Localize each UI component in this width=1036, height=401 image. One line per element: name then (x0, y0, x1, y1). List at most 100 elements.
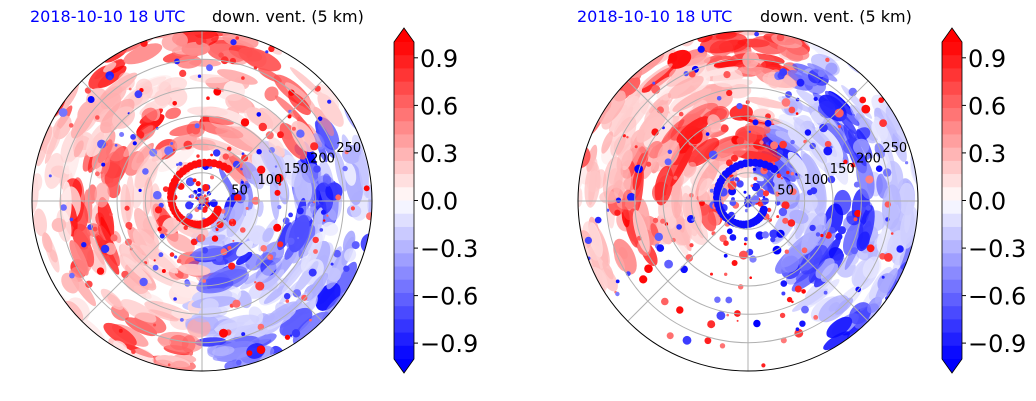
field-cell (195, 337, 227, 347)
field-cell (779, 140, 787, 149)
field-cell (762, 71, 796, 91)
field-cell (800, 244, 828, 275)
field-cell (615, 197, 622, 203)
field-cell (795, 327, 800, 332)
field-cell (787, 219, 796, 227)
field-cell (750, 173, 765, 182)
field-cell (752, 119, 759, 126)
field-cell (698, 177, 708, 191)
field-cell (167, 363, 171, 367)
field-cell (726, 89, 733, 97)
field-cell (128, 87, 132, 91)
colorbar-extend-max (394, 28, 414, 42)
field-cell (240, 118, 250, 127)
field-cell (739, 250, 748, 260)
colorbar-level (394, 200, 414, 215)
field-cell (190, 194, 195, 198)
field-cell (833, 189, 852, 216)
field-cell (793, 116, 816, 135)
field-cell (319, 228, 324, 232)
field-cell (752, 167, 757, 171)
field-cell (194, 123, 200, 129)
field-cell (601, 117, 612, 130)
field-cell (820, 263, 839, 282)
field-cell (219, 328, 228, 338)
field-cell (795, 112, 799, 115)
field-cell (285, 299, 290, 303)
field-cell (257, 165, 266, 174)
field-cell (334, 261, 358, 298)
field-cell (258, 68, 282, 83)
field-cell (248, 225, 268, 245)
field-cell (292, 289, 302, 298)
colorbar-level (942, 42, 962, 56)
field-cell (103, 62, 117, 73)
field-cell (750, 184, 754, 187)
field-cell (330, 262, 334, 266)
field-cell (779, 68, 788, 77)
field-cell (200, 137, 246, 156)
field-cell (865, 155, 870, 160)
field-cell (77, 99, 98, 122)
field-cell (691, 218, 695, 222)
colorbar-level (394, 253, 414, 268)
colorbar-level (394, 121, 414, 135)
field-cell (210, 153, 214, 157)
field-cell (162, 186, 169, 193)
colorbar-tick-label: −0.3 (420, 235, 478, 263)
colorbar-tick-label: 0.3 (420, 140, 458, 168)
field-cell (163, 228, 168, 233)
field-cell (804, 129, 812, 136)
spoke (201, 80, 323, 202)
field-cell (775, 130, 802, 150)
field-cell (688, 137, 720, 167)
field-cell (289, 334, 293, 337)
field-cell (130, 134, 136, 140)
field-cell (731, 260, 738, 266)
field-cell (313, 182, 334, 215)
field-cell (141, 107, 158, 123)
field-cell (668, 52, 678, 62)
polar-grid (32, 31, 372, 371)
field-cell (212, 346, 257, 362)
field-cell (124, 317, 158, 337)
field-cell (764, 119, 772, 127)
field-cell (754, 31, 759, 37)
field-cell (660, 218, 666, 224)
field-cell (181, 41, 211, 56)
field-cell (778, 207, 788, 217)
field-cell (734, 177, 740, 182)
field-cell (601, 131, 614, 154)
field-cell (780, 255, 800, 273)
colorbar-extend-min (942, 359, 962, 373)
field-cell (810, 187, 818, 195)
field-cell (288, 212, 293, 218)
colorbar-level (942, 292, 962, 307)
field-cell (342, 165, 348, 172)
field-cell (157, 331, 203, 353)
field-cell (273, 223, 282, 232)
field-cell (58, 108, 68, 117)
chart-panel-right: 2018-10-10 18 UTC down. vent. (5 km) 50 1… (546, 0, 1036, 401)
colorbar-level (394, 42, 414, 56)
field-cell (326, 214, 329, 217)
field-cell (322, 221, 339, 236)
field-cell (756, 189, 765, 198)
field-cell (716, 96, 722, 101)
field-cell (898, 182, 916, 216)
field-cell (255, 281, 265, 291)
field-cell (274, 189, 281, 196)
field-cell (216, 221, 224, 229)
field-cell (225, 94, 252, 114)
field-cell (866, 244, 875, 253)
field-cell (699, 32, 748, 54)
field-cell (781, 98, 791, 107)
field-cell (96, 267, 105, 275)
field-cell (667, 75, 704, 99)
field-cell (200, 115, 234, 125)
field-cell (917, 203, 918, 227)
field-cell (265, 131, 274, 140)
field-cell (781, 291, 786, 296)
field-cell (94, 233, 120, 275)
field-cell (729, 234, 737, 241)
